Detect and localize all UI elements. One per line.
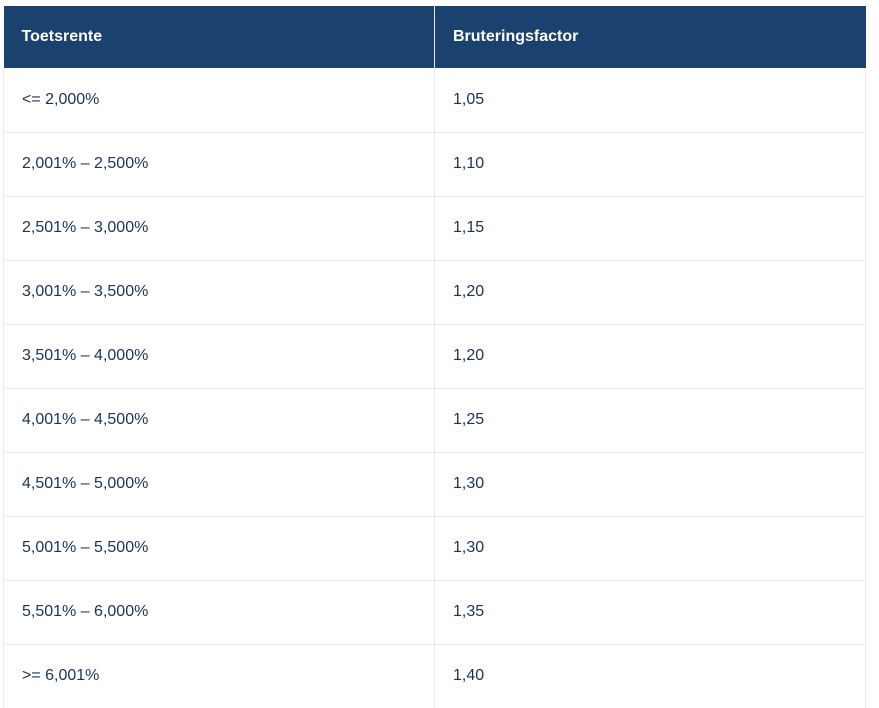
bruteringsfactor-cell: 1,30 <box>434 516 866 581</box>
table-row: 3,501% – 4,000% 1,20 <box>3 324 866 389</box>
table-row: <= 2,000% 1,05 <box>3 68 866 133</box>
bruteringsfactor-cell: 1,05 <box>434 68 866 133</box>
toetsrente-cell: 2,001% – 2,500% <box>3 132 435 197</box>
table-header: Toetsrente Bruteringsfactor <box>3 6 866 68</box>
table-row: 4,501% – 5,000% 1,30 <box>3 452 866 517</box>
bruteringsfactor-cell: 1,10 <box>434 132 866 197</box>
bruteringsfactor-cell: 1,30 <box>434 452 866 517</box>
table-row: 5,001% – 5,500% 1,30 <box>3 516 866 581</box>
bruteringsfactor-cell: 1,20 <box>434 324 866 389</box>
toetsrente-cell: 2,501% – 3,000% <box>3 196 435 261</box>
bruteringsfactor-cell: 1,20 <box>434 260 866 325</box>
header-toetsrente: Toetsrente <box>3 6 435 68</box>
header-row: Toetsrente Bruteringsfactor <box>3 6 866 68</box>
toetsrente-cell: 5,001% – 5,500% <box>3 516 435 581</box>
table-row: 4,001% – 4,500% 1,25 <box>3 388 866 453</box>
toetsrente-cell: 4,501% – 5,000% <box>3 452 435 517</box>
bruteringsfactor-cell: 1,25 <box>434 388 866 453</box>
bruteringsfactor-cell: 1,15 <box>434 196 866 261</box>
toetsrente-cell: >= 6,001% <box>3 644 435 708</box>
table-row: 5,501% – 6,000% 1,35 <box>3 580 866 645</box>
toetsrente-cell: 5,501% – 6,000% <box>3 580 435 645</box>
toetsrente-cell: 3,001% – 3,500% <box>3 260 435 325</box>
table-row: 3,001% – 3,500% 1,20 <box>3 260 866 325</box>
toetsrente-cell: 4,001% – 4,500% <box>3 388 435 453</box>
toetsrente-cell: <= 2,000% <box>3 68 435 133</box>
rate-table: Toetsrente Bruteringsfactor <= 2,000% 1,… <box>3 6 866 708</box>
rate-table-container: Toetsrente Bruteringsfactor <= 2,000% 1,… <box>3 6 866 708</box>
table-row: >= 6,001% 1,40 <box>3 644 866 708</box>
toetsrente-cell: 3,501% – 4,000% <box>3 324 435 389</box>
bruteringsfactor-cell: 1,35 <box>434 580 866 645</box>
table-row: 2,001% – 2,500% 1,10 <box>3 132 866 197</box>
table-body: <= 2,000% 1,05 2,001% – 2,500% 1,10 2,50… <box>3 68 866 708</box>
table-row: 2,501% – 3,000% 1,15 <box>3 196 866 261</box>
bruteringsfactor-cell: 1,40 <box>434 644 866 708</box>
header-bruteringsfactor: Bruteringsfactor <box>434 6 866 68</box>
